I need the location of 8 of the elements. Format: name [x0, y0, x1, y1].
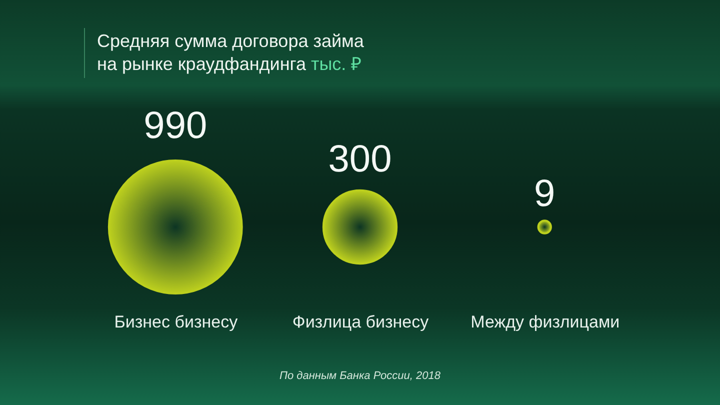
data-label: 300 [328, 138, 392, 181]
data-label: 9 [534, 172, 556, 215]
category-label: Между физлицами [470, 312, 620, 332]
category-label: Физлица бизнесу [292, 312, 430, 332]
text: тыс. ₽ [310, 54, 362, 74]
data-label: 990 [144, 105, 208, 147]
text: По данным Банка России, 2018 [278, 370, 442, 382]
category-label: Бизнес бизнесу [114, 312, 238, 332]
